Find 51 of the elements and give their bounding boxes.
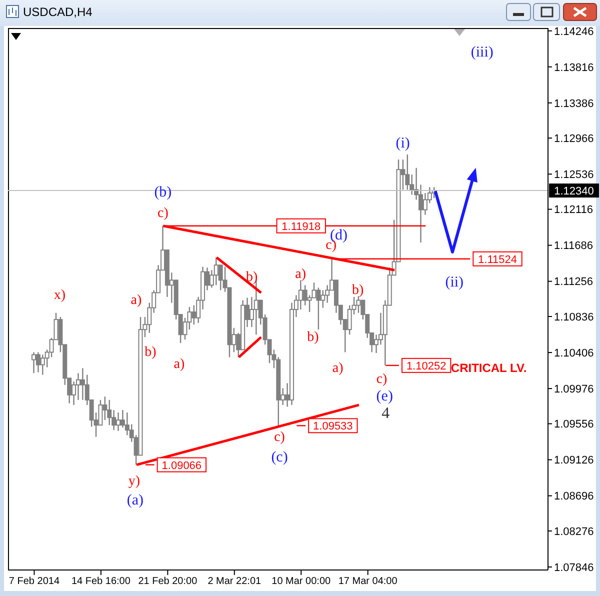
annotation: b)	[246, 270, 258, 285]
y-tick-label: 1.12966	[554, 132, 594, 145]
annotation: a)	[130, 293, 142, 308]
x-tick-label: 14 Feb 16:00	[71, 576, 131, 588]
x-tick-label: 21 Feb 20:00	[138, 576, 198, 588]
y-tick-label: 1.13816	[554, 62, 594, 74]
x-tick-label: 2 Mar 22:01	[208, 576, 262, 588]
y-tick-label: 1.09556	[554, 418, 594, 431]
y-tick-label: 1.14246	[554, 26, 594, 38]
data-label: 1.11918	[282, 220, 321, 233]
annotation: b)	[352, 283, 364, 298]
annotation: y)	[128, 474, 140, 489]
y-tick-label: 1.10406	[554, 347, 594, 360]
annotation: (ii)	[445, 274, 464, 290]
y-tick-label: 1.11686	[554, 240, 593, 252]
x-tick-label: 7 Feb 2014	[8, 576, 60, 588]
y-tick-label: 1.12536	[554, 169, 594, 181]
data-label: 1.11524	[478, 254, 517, 266]
annotation: x)	[54, 288, 66, 303]
annotation: (b)	[154, 184, 172, 200]
annotation: 4	[382, 405, 390, 422]
y-tick-label: 1.08276	[554, 526, 594, 538]
annotation: a)	[295, 267, 306, 282]
y-tick-label: 1.13386	[554, 98, 594, 110]
data-label: 1.09066	[162, 460, 202, 472]
chart-title: USDCAD,H4	[23, 5, 92, 19]
y-tick-label: 1.11256	[554, 276, 593, 288]
x-tick-label: 17 Mar 04:00	[338, 576, 398, 588]
y-tick-label: 1.09126	[554, 454, 594, 467]
annotation: a)	[174, 357, 185, 372]
data-label: 1.10252	[406, 360, 446, 372]
annotation: b)	[144, 345, 156, 360]
annotation: (iii)	[470, 44, 494, 60]
annotation: (e)	[376, 388, 393, 404]
annotation: (a)	[126, 492, 144, 508]
annotation: c)	[157, 206, 168, 221]
y-tick-label: 1.09976	[554, 383, 594, 396]
data-label: 1.09533	[313, 420, 353, 433]
x-tick-label: 10 Mar 00:00	[272, 576, 332, 588]
y-tick-label: 1.08696	[554, 490, 594, 503]
annotation: CRITICAL LV.	[450, 361, 527, 375]
annotation: (c)	[271, 450, 288, 466]
ref-line-label: 1.12340	[554, 186, 594, 198]
y-tick-label: 1.12116	[554, 204, 593, 216]
annotation: c)	[376, 372, 388, 387]
annotation: b)	[307, 330, 319, 345]
annotation: (i)	[396, 136, 410, 152]
annotation: c)	[274, 430, 285, 445]
y-tick-label: 1.07846	[554, 562, 594, 574]
annotation: a)	[332, 361, 344, 376]
y-tick-label: 1.10836	[554, 311, 594, 324]
